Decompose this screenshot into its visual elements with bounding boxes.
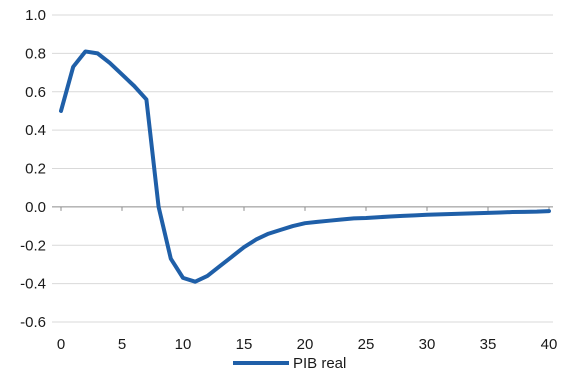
y-tick-label: 0.4 bbox=[25, 122, 46, 139]
legend: PIB real bbox=[233, 355, 346, 372]
x-tick-label: 5 bbox=[118, 336, 126, 353]
x-tick-label: 20 bbox=[297, 336, 314, 353]
x-tick-label: 10 bbox=[175, 336, 192, 353]
x-axis-ticks: 0 5 10 15 20 25 30 35 40 bbox=[57, 206, 558, 353]
x-tick-label: 40 bbox=[541, 336, 558, 353]
y-tick-label: -0.4 bbox=[20, 276, 46, 293]
legend-label-pib-real: PIB real bbox=[293, 355, 346, 372]
x-tick-label: 35 bbox=[480, 336, 497, 353]
y-tick-label: -0.2 bbox=[20, 237, 46, 254]
y-tick-label: -0.6 bbox=[20, 314, 46, 331]
x-tick-label: 0 bbox=[57, 336, 65, 353]
grid-layer bbox=[52, 14, 553, 323]
y-tick-label: 0.6 bbox=[25, 84, 46, 101]
y-tick-label: 0.8 bbox=[25, 45, 46, 62]
series-layer bbox=[59, 49, 551, 284]
y-tick-label: 0.0 bbox=[25, 199, 46, 216]
series-line-pib-real bbox=[59, 49, 551, 284]
y-tick-label: 0.2 bbox=[25, 161, 46, 178]
x-tick-label: 15 bbox=[236, 336, 253, 353]
y-tick-label: 1.0 bbox=[25, 7, 46, 24]
x-tick-label: 30 bbox=[419, 336, 436, 353]
x-tick-label: 25 bbox=[358, 336, 375, 353]
y-axis-ticks: 1.0 0.8 0.6 0.4 0.2 0.0 -0.2 -0.4 -0.6 bbox=[20, 7, 46, 331]
